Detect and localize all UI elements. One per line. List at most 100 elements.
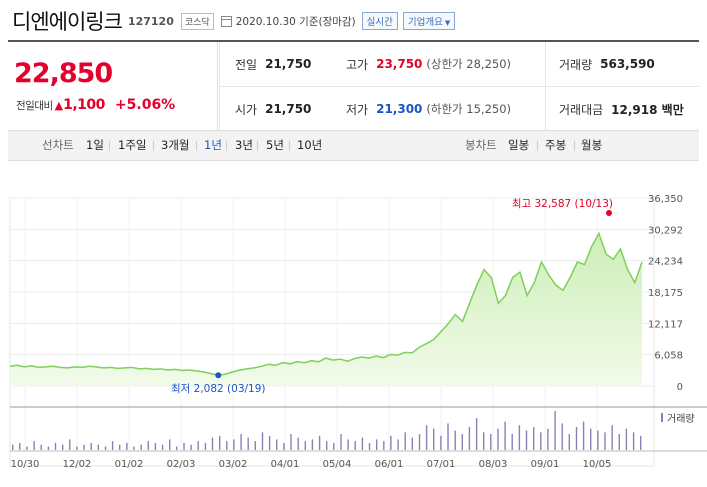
- volume-bar: [311, 439, 314, 450]
- volume-bar: [176, 446, 178, 450]
- period-1d[interactable]: 1일: [86, 138, 104, 152]
- volume-bar: [97, 444, 99, 450]
- volume-bar: [204, 442, 207, 450]
- candle-daily[interactable]: 일봉: [508, 138, 530, 152]
- separator: [226, 141, 227, 151]
- volume-bar: [575, 427, 578, 450]
- separator: [537, 141, 538, 151]
- stat-label: 거래량: [559, 57, 593, 72]
- volume-bar: [276, 439, 278, 450]
- x-tick-label: 08/03: [479, 459, 508, 470]
- x-tick-label: 03/02: [219, 459, 248, 470]
- volume-bar: [497, 428, 499, 450]
- period-1y[interactable]: 1년: [204, 138, 222, 152]
- max-annotation: 최고 32,587 (10/13): [512, 198, 613, 210]
- y-tick-label: 30,292: [648, 225, 683, 236]
- period-3y[interactable]: 3년: [235, 138, 253, 152]
- volume-bar: [604, 432, 606, 450]
- volume-bar: [347, 439, 349, 450]
- volume-bar: [161, 444, 164, 450]
- current-price: 22,850: [14, 58, 113, 89]
- stats-row-2: 시가 21,750 저가 21,300 (하한가 15,250) 거래대금 12…: [219, 86, 699, 130]
- candle-monthly[interactable]: 월봉: [581, 138, 603, 152]
- candle-weekly[interactable]: 주봉: [545, 138, 567, 152]
- price-line: [9, 231, 643, 376]
- volume-bar: [140, 444, 142, 450]
- volume-bar: [418, 434, 421, 450]
- volume-bar: [582, 421, 585, 450]
- volume-bar: [254, 441, 256, 450]
- volume-bar: [247, 437, 249, 450]
- period-10y[interactable]: 10년: [297, 138, 323, 152]
- company-name: 디엔에이링크: [12, 10, 123, 34]
- y-tick-label: 6,058: [654, 351, 683, 362]
- volume-bar: [525, 430, 528, 450]
- volume-bar: [376, 439, 378, 450]
- volume-bar: [518, 425, 521, 450]
- lower-limit: (하한가 15,250): [426, 102, 512, 116]
- volume-bar: [19, 442, 21, 450]
- volume-bar: [190, 444, 192, 450]
- volume-bar: [425, 425, 428, 450]
- period-1w[interactable]: 1주일: [118, 138, 147, 152]
- chevron-down-icon: ▼: [444, 19, 451, 27]
- stat-label: 시가: [235, 102, 258, 117]
- company-info-label: 기업개요: [407, 17, 443, 28]
- volume-bar: [147, 441, 149, 450]
- volume-bar: [433, 428, 435, 450]
- volume-bar: [411, 437, 413, 450]
- company-info-dropdown[interactable]: 기업개요 ▼: [402, 12, 456, 30]
- volume-bar: [554, 411, 556, 450]
- volume-bar: [261, 432, 264, 450]
- stat-value: 21,300: [376, 102, 423, 116]
- candle-chart-title: 봉차트: [465, 138, 497, 152]
- separator: [109, 141, 110, 151]
- volume-bar: [540, 432, 542, 450]
- period-5y[interactable]: 5년: [266, 138, 284, 152]
- volume-bar: [483, 432, 485, 450]
- volume-bar: [625, 428, 628, 450]
- separator: [289, 141, 290, 151]
- stat-high: 고가 23,750 (상한가 28,250): [346, 42, 511, 86]
- separator: [153, 141, 154, 151]
- volume-bar: [533, 427, 535, 450]
- volume-bar: [390, 435, 392, 450]
- stat-value: 21,750: [265, 102, 312, 116]
- volume-bar: [361, 437, 364, 450]
- volume-bar: [290, 434, 292, 450]
- volume-bar: [440, 435, 442, 450]
- stat-label: 저가: [346, 102, 369, 117]
- prev-compare-label: 전일대비: [16, 100, 53, 112]
- volume-bar: [354, 441, 356, 450]
- volume-bar: [490, 434, 492, 450]
- volume-bar: [318, 435, 321, 450]
- volume-bar: [76, 446, 78, 450]
- stat-value: 23,750: [376, 57, 423, 71]
- volume-bar: [611, 425, 613, 450]
- volume-bar: [340, 434, 342, 450]
- realtime-button[interactable]: 실시간: [361, 12, 398, 30]
- volume-bar: [461, 434, 463, 450]
- stat-prev-close: 전일 21,750: [235, 42, 311, 86]
- x-tick-label: 06/01: [375, 459, 404, 470]
- stock-header: 디엔에이링크 127120 코스닥 2020.10.30 기준(장마감) 실시간…: [12, 7, 456, 35]
- volume-legend-swatch: [661, 413, 663, 422]
- y-tick-label: 24,234: [648, 257, 683, 268]
- volume-bar: [240, 434, 242, 450]
- volume-bar: [33, 441, 35, 450]
- volume-bar: [219, 435, 221, 450]
- volume-bar: [183, 442, 185, 450]
- period-3m[interactable]: 3개월: [161, 138, 190, 152]
- stat-value: 563,590: [600, 57, 655, 71]
- volume-bar: [397, 439, 399, 450]
- x-tick-label: 04/01: [271, 459, 300, 470]
- max-marker: [606, 210, 612, 216]
- header-divider: [8, 40, 699, 42]
- volume-bar: [47, 446, 50, 450]
- date-text: 2020.10.30 기준(장마감): [235, 15, 356, 28]
- volume-bar: [62, 444, 64, 450]
- stat-value: 21,750: [265, 57, 312, 71]
- volume-bar: [454, 430, 456, 450]
- x-tick-label: 10/30: [11, 459, 40, 470]
- stat-label: 거래대금: [559, 102, 604, 117]
